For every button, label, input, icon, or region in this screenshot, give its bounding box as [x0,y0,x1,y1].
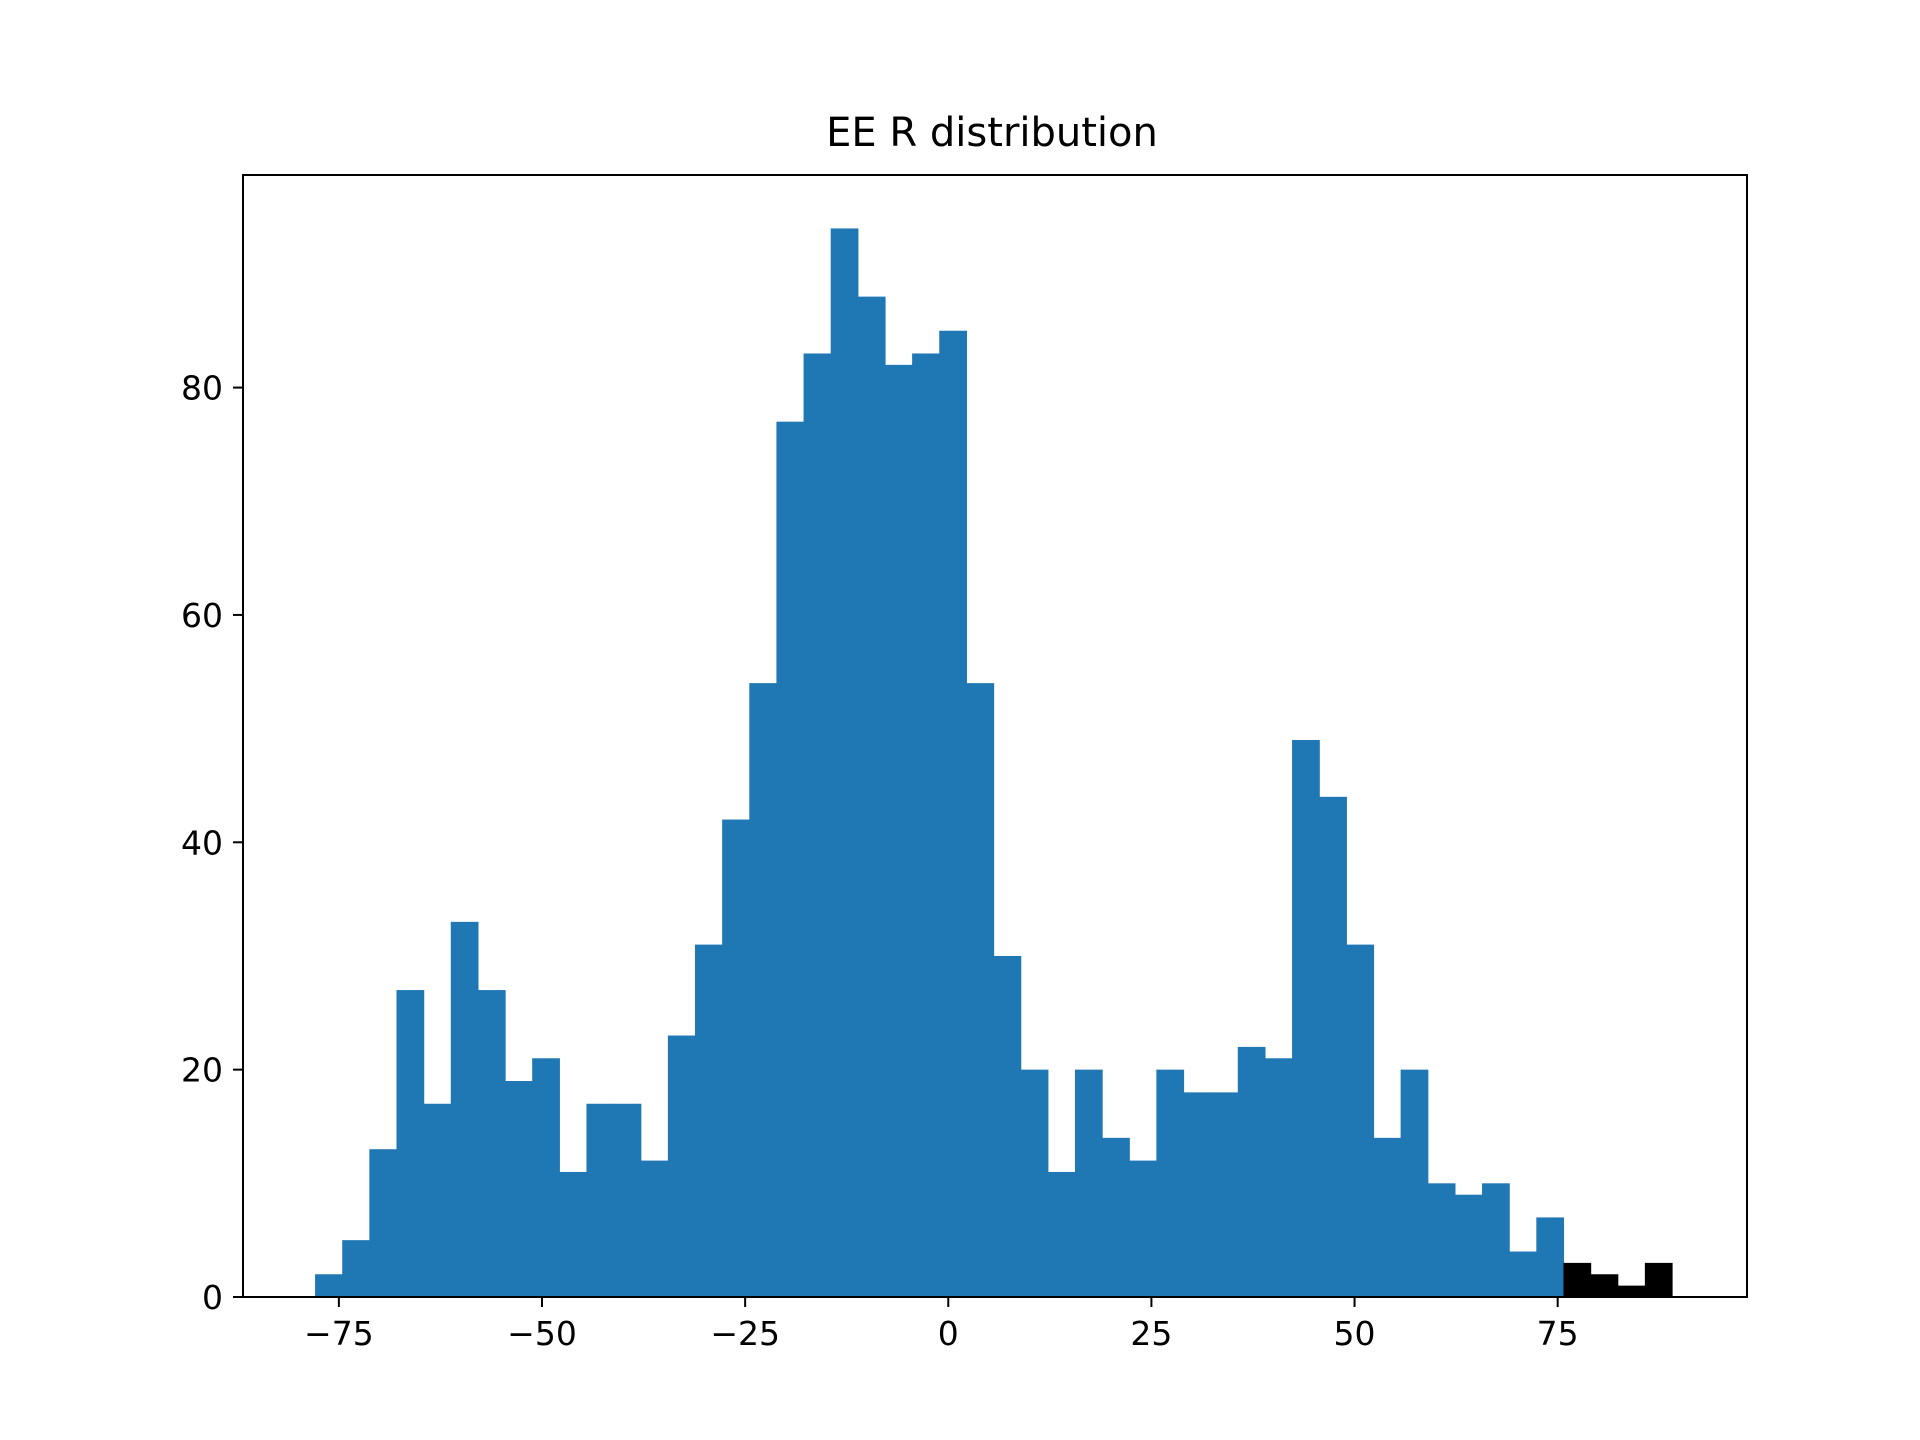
histogram-bar [1129,1160,1157,1297]
histogram-bar [1482,1183,1510,1297]
x-tick-label: 75 [1537,1314,1579,1353]
y-tick-label: 0 [202,1278,223,1317]
histogram-bar [369,1149,398,1297]
histogram-bar [993,955,1022,1297]
histogram-bar [722,819,750,1297]
histogram-bar [1047,1171,1076,1297]
histogram-bar [1373,1137,1402,1297]
histogram-bar [1074,1069,1103,1297]
histogram-bar [1536,1217,1565,1297]
y-tick-label: 20 [181,1051,223,1090]
histogram-bar [586,1103,615,1297]
x-tick-label: 50 [1334,1314,1376,1353]
histogram-bar [857,296,886,1297]
histogram-bar [1346,944,1375,1297]
histogram-bar [1400,1069,1429,1297]
histogram-bar [1590,1274,1619,1297]
histogram-bar [315,1274,343,1297]
histogram-bar [830,228,859,1297]
histogram-bar [1427,1183,1456,1297]
plot-frame [242,174,1748,1298]
histogram-bar [532,1058,560,1297]
y-tick-label: 60 [181,596,223,635]
histogram-bar [640,1160,669,1297]
histogram-bar [966,683,995,1297]
histogram-bar [423,1103,452,1297]
histogram-bar [1183,1092,1212,1297]
histogram-bar [559,1171,588,1297]
x-tick-label: −25 [710,1314,780,1353]
histogram-bar [1509,1251,1537,1297]
histogram-bar [912,353,940,1298]
x-tick-label: 25 [1130,1314,1172,1353]
histogram-bar [1563,1262,1592,1297]
axes-layer: −75 −50 −25 0 25 50 75 0 20 40 60 80 [181,369,1579,1353]
histogram-bar [667,1035,696,1297]
histogram-bar [1292,739,1320,1297]
histogram-bar [803,353,832,1298]
histogram-bar [450,921,479,1297]
histogram-bar [1454,1194,1483,1297]
histogram-bar [939,330,967,1297]
histogram-bar [1319,796,1347,1297]
histogram-bar [749,683,778,1297]
histogram-bar [884,364,913,1298]
bars-layer [315,228,1673,1298]
histogram-bar [1156,1069,1185,1297]
y-tick-label: 80 [181,369,223,408]
y-tick-label: 40 [181,823,223,862]
histogram-bar [776,421,805,1297]
histogram-bar [695,944,723,1297]
histogram-bar [1210,1092,1239,1297]
histogram-bar [505,1081,533,1297]
chart-title: EE R distribution [826,110,1158,156]
histogram-bar [1237,1046,1266,1297]
x-tick-label: −50 [507,1314,577,1353]
histogram-bar [1020,1069,1049,1297]
histogram-bar [1264,1058,1293,1297]
histogram-bar [477,990,506,1297]
histogram-bar [613,1103,642,1297]
x-tick-label: −75 [304,1314,374,1353]
x-tick-label: 0 [938,1314,959,1353]
histogram-bar [342,1240,370,1297]
histogram-bar [1102,1137,1130,1297]
histogram-bar [1617,1285,1646,1297]
histogram-bar [396,990,425,1297]
histogram-bar [1644,1262,1673,1297]
